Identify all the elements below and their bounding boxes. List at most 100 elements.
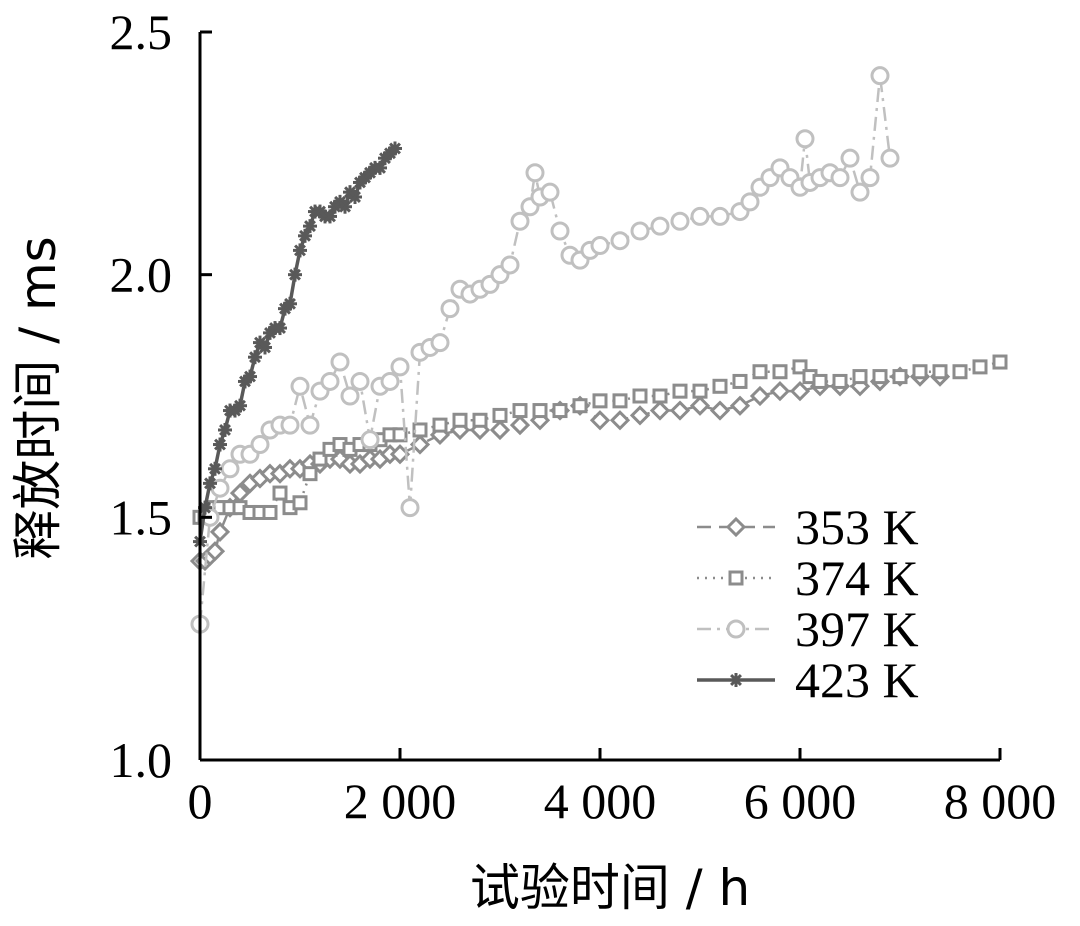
data-point xyxy=(292,495,308,511)
legend-label: 374 K xyxy=(795,550,919,606)
legend-label: 353 K xyxy=(795,499,919,555)
y-ticks: 1.0 1.5 2.0 2.5 xyxy=(110,4,212,788)
legend-item: 397 K xyxy=(697,601,919,657)
data-point xyxy=(992,354,1008,370)
data-point xyxy=(649,400,671,421)
axes: 0 2 000 4 000 6 000 8 000 1.0 1.5 2.0 2.5 xyxy=(110,4,1057,829)
data-point xyxy=(550,221,570,241)
x-tick-label: 0 xyxy=(188,773,213,829)
data-point xyxy=(772,364,788,380)
legend-label: 397 K xyxy=(795,601,919,657)
series-423-k xyxy=(193,141,402,549)
x-tick-label: 4 000 xyxy=(544,773,657,829)
data-point xyxy=(248,350,262,365)
data-point xyxy=(732,373,748,389)
data-point xyxy=(872,369,888,385)
y-tick-label: 2.5 xyxy=(110,4,173,60)
data-point xyxy=(952,364,968,380)
data-point xyxy=(272,485,288,501)
series-397-k xyxy=(190,66,900,634)
data-point xyxy=(870,66,890,86)
data-point xyxy=(204,541,226,562)
data-point xyxy=(749,385,771,407)
y-axis-title: 释放时间 / ms xyxy=(9,236,67,559)
data-point xyxy=(840,148,860,168)
data-point xyxy=(729,673,743,687)
data-point xyxy=(726,619,746,639)
data-point xyxy=(832,373,848,389)
data-point xyxy=(670,211,690,231)
data-point xyxy=(592,393,608,409)
data-point xyxy=(338,199,352,214)
data-point xyxy=(380,371,400,391)
data-point xyxy=(795,129,815,149)
y-tick-label: 1.5 xyxy=(110,489,173,545)
data-point xyxy=(672,383,688,399)
data-point xyxy=(203,476,217,491)
data-point xyxy=(690,206,710,226)
data-point xyxy=(509,414,531,436)
data-point xyxy=(610,231,630,251)
series-line xyxy=(198,75,892,625)
data-point xyxy=(972,359,988,375)
data-point xyxy=(392,427,408,443)
x-ticks: 0 2 000 4 000 6 000 8 000 xyxy=(188,748,1057,829)
data-point xyxy=(860,168,880,188)
data-point xyxy=(293,243,307,258)
y-tick-label: 1.0 xyxy=(110,732,173,788)
data-point xyxy=(525,163,545,183)
data-point xyxy=(728,570,744,586)
legend-item: 423 K xyxy=(697,652,919,708)
data-point xyxy=(288,267,302,282)
data-point xyxy=(209,521,231,543)
data-point xyxy=(892,369,908,385)
data-point xyxy=(273,321,287,336)
data-point xyxy=(430,333,450,353)
data-point xyxy=(932,364,948,380)
data-point xyxy=(290,376,310,396)
data-point xyxy=(609,410,631,431)
x-tick-label: 6 000 xyxy=(744,773,857,829)
data-point xyxy=(630,221,650,241)
data-point xyxy=(709,400,731,421)
data-point xyxy=(208,461,222,476)
data-point xyxy=(769,381,791,402)
data-point xyxy=(652,388,668,404)
data-point xyxy=(400,498,420,518)
legend-label: 423 K xyxy=(795,652,919,708)
data-point xyxy=(632,388,648,404)
data-point xyxy=(850,182,870,202)
data-point xyxy=(220,459,240,479)
data-point xyxy=(440,299,460,319)
data-point xyxy=(669,400,691,421)
data-point xyxy=(729,395,751,416)
data-point xyxy=(812,373,828,389)
x-tick-label: 8 000 xyxy=(944,773,1057,829)
data-point xyxy=(725,516,747,538)
data-point xyxy=(320,371,340,391)
data-point xyxy=(492,407,508,423)
data-point xyxy=(629,405,651,426)
data-point xyxy=(852,369,868,385)
data-point xyxy=(789,381,811,402)
data-point xyxy=(300,415,320,435)
data-point xyxy=(489,419,511,441)
data-point xyxy=(373,160,387,175)
data-point xyxy=(350,371,370,391)
legend-item: 374 K xyxy=(697,550,919,606)
data-point xyxy=(590,236,610,256)
data-point xyxy=(323,209,337,224)
data-point xyxy=(740,192,760,212)
y-tick-label: 2.0 xyxy=(110,247,173,303)
data-point xyxy=(830,168,850,188)
data-point xyxy=(589,410,611,431)
data-point xyxy=(388,141,402,156)
data-point xyxy=(452,412,468,428)
data-point xyxy=(692,383,708,399)
data-point xyxy=(280,415,300,435)
data-point xyxy=(689,395,711,416)
data-point xyxy=(752,364,768,380)
data-point xyxy=(218,422,232,437)
data-point xyxy=(512,403,528,419)
